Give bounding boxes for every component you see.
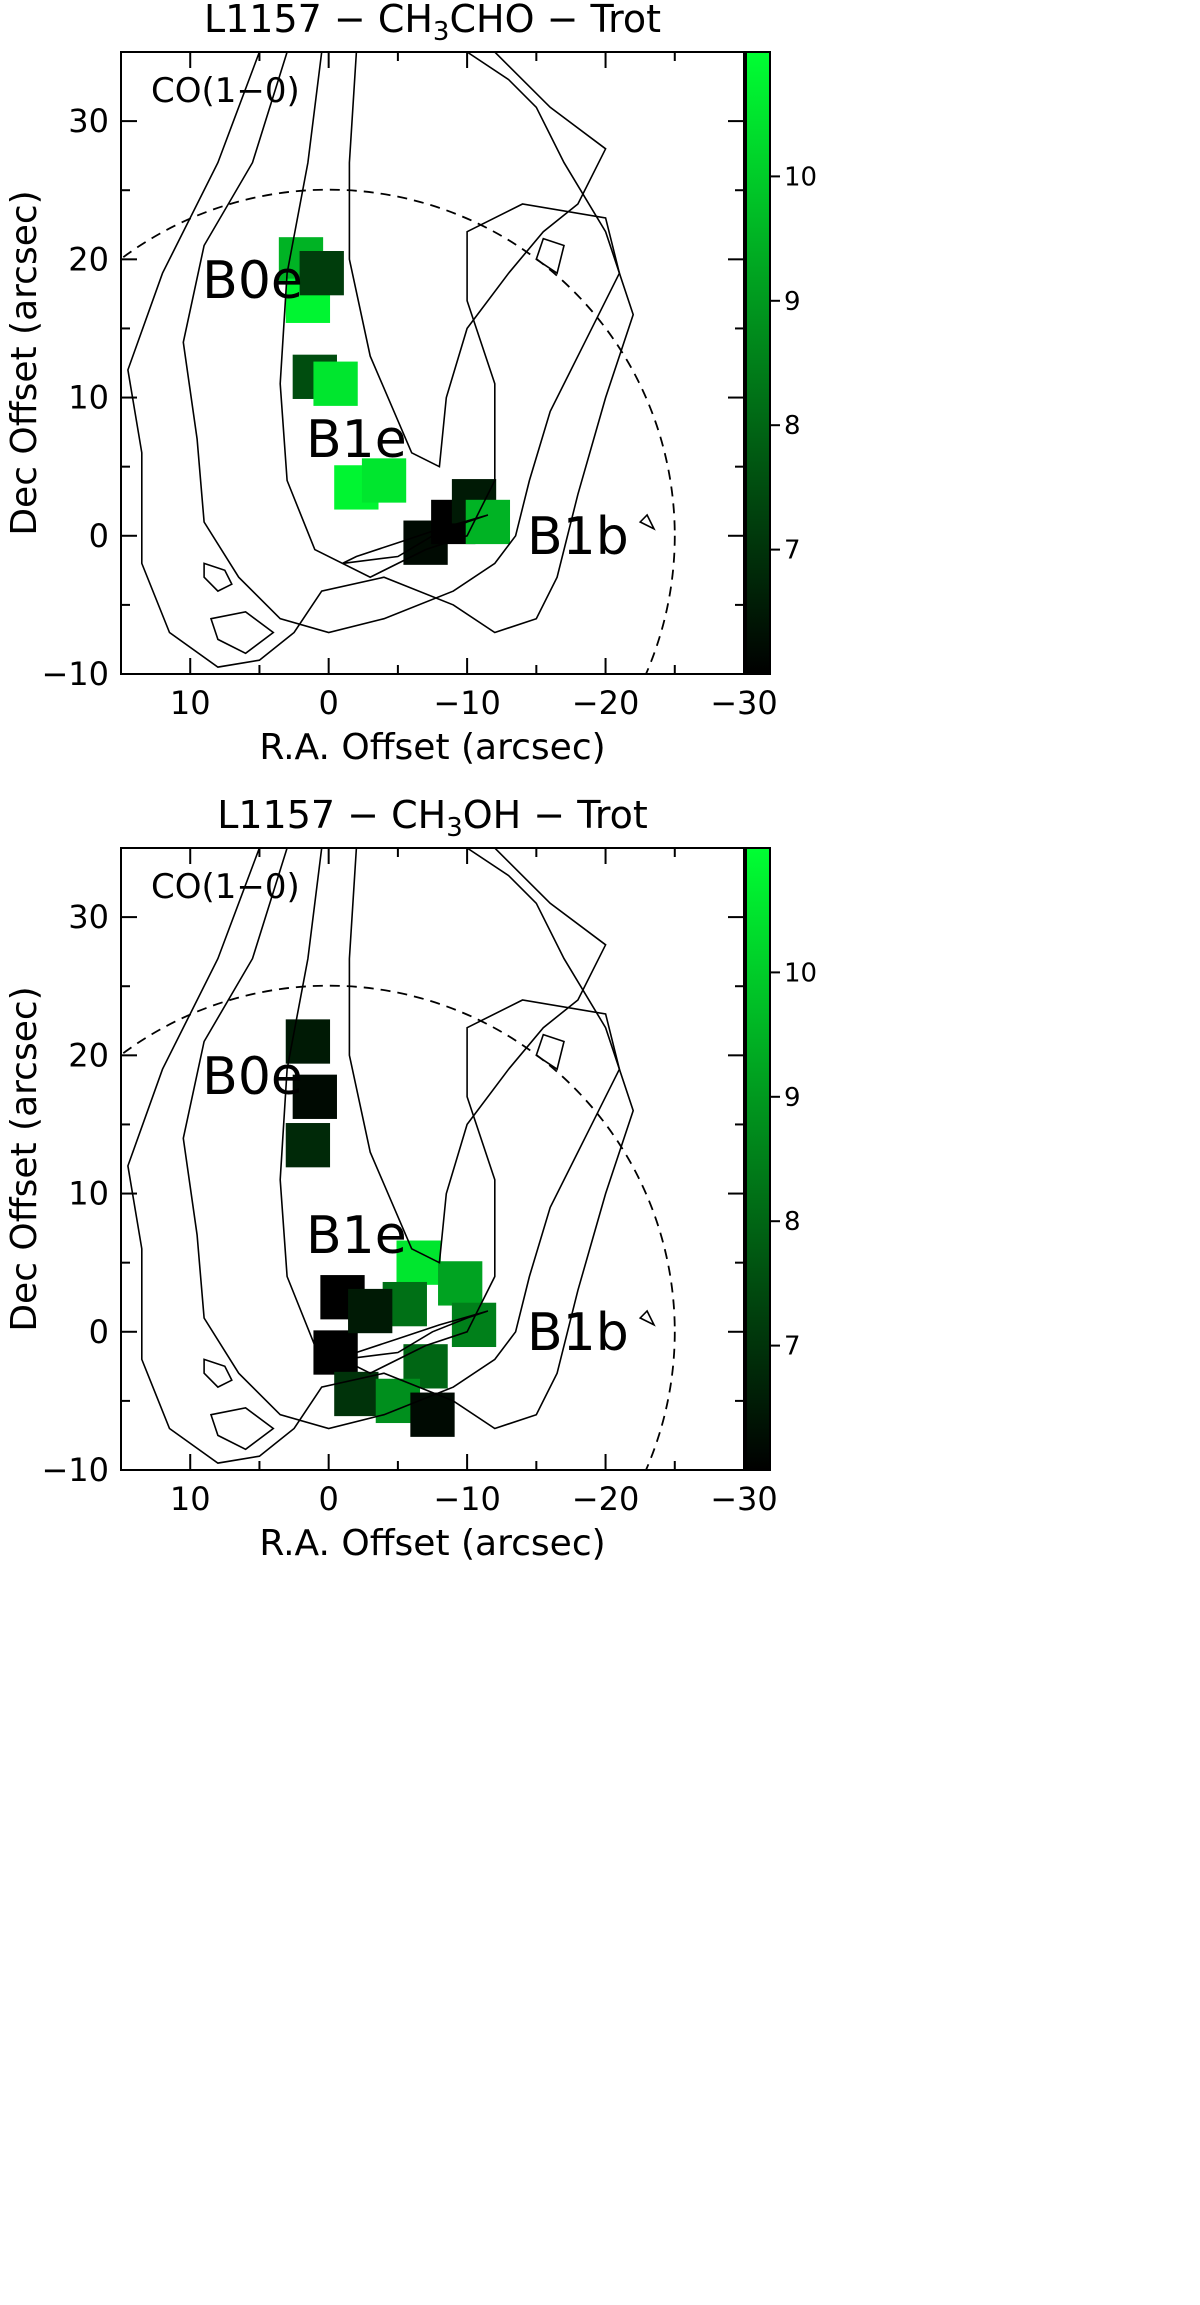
y-tick-label: 0 bbox=[89, 1313, 109, 1351]
x-tick-label: 10 bbox=[170, 684, 211, 722]
emission-pixel-7 bbox=[396, 1240, 441, 1285]
co-contour-6 bbox=[209, 610, 275, 655]
tick-marks bbox=[120, 847, 745, 1471]
trot-emission bbox=[278, 237, 511, 565]
co-contour-1 bbox=[127, 52, 635, 668]
y-tick-label: 10 bbox=[68, 1175, 109, 1213]
co-contour-4 bbox=[342, 1310, 489, 1361]
co-tracer-label: CO(1−0) bbox=[151, 867, 300, 907]
co-contour-8 bbox=[638, 1309, 656, 1327]
y-tick-label: 20 bbox=[68, 240, 109, 278]
primary-beam-circle bbox=[121, 188, 676, 674]
x-tick-label: −30 bbox=[710, 1480, 778, 1518]
x-tick-label: 0 bbox=[318, 1480, 338, 1518]
colorbar bbox=[745, 847, 771, 1471]
colorbar-tick-label: 9 bbox=[784, 287, 801, 317]
region-label-b0e: B0e bbox=[202, 251, 303, 311]
region-label-b1b: B1b bbox=[527, 1303, 629, 1363]
y-tick-label: −10 bbox=[41, 1451, 109, 1489]
colorbar-tick-label: 10 bbox=[784, 958, 817, 988]
x-tick-label: 0 bbox=[318, 684, 338, 722]
co-contour-8 bbox=[638, 513, 656, 531]
colorbar-tick-label: 9 bbox=[784, 1083, 801, 1113]
tick-marks bbox=[120, 51, 745, 675]
y-tick-label: 0 bbox=[89, 517, 109, 555]
co-contour-7 bbox=[535, 237, 565, 275]
chart-panel-2: 10 0 −10 −20 −30 −10 0 10 20 30 L1157 − CH3OH − Tr… bbox=[4, 793, 817, 1564]
y-tick-label: 20 bbox=[68, 1036, 109, 1074]
emission-pixel-5 bbox=[313, 1330, 358, 1375]
emission-pixel-6 bbox=[334, 1371, 379, 1417]
colorbar-tick-label: 7 bbox=[784, 536, 801, 566]
co-contour-2 bbox=[182, 52, 621, 634]
co-contour-2 bbox=[182, 848, 621, 1430]
co-contour-3 bbox=[348, 52, 607, 468]
x-tick-label: 10 bbox=[170, 1480, 211, 1518]
emission-pixel-13 bbox=[410, 1392, 455, 1437]
emission-pixel-3 bbox=[285, 1123, 331, 1168]
chart-title: L1157 − CH3CHO − Trot bbox=[204, 0, 661, 47]
emission-pixel-8 bbox=[438, 1261, 483, 1306]
co-contour-5 bbox=[203, 1358, 233, 1389]
region-label-b1b: B1b bbox=[527, 507, 629, 567]
chart-panel-1: 10 0 −10 −20 −30 −10 0 10 20 30 L1157 − CH3CHO − T… bbox=[4, 0, 817, 768]
plot-frame bbox=[120, 847, 745, 1471]
colorbar-tick-label: 8 bbox=[784, 411, 801, 441]
co-contour-6 bbox=[209, 1406, 275, 1451]
co-contour-5 bbox=[203, 562, 233, 593]
emission-pixel-2 bbox=[292, 1074, 337, 1119]
emission-pixel-14 bbox=[348, 1288, 393, 1334]
primary-beam-circle bbox=[121, 984, 676, 1470]
emission-pixel-3 bbox=[299, 251, 344, 296]
co-contours bbox=[127, 52, 656, 668]
y-tick-label: 30 bbox=[68, 898, 109, 936]
x-tick-label: −30 bbox=[710, 684, 778, 722]
plot-frame bbox=[120, 51, 745, 675]
emission-pixel-1 bbox=[285, 1019, 331, 1064]
region-label-b1e: B1e bbox=[306, 410, 407, 470]
co-tracer-label: CO(1−0) bbox=[151, 71, 300, 111]
chart-title: L1157 − CH3OH − Trot bbox=[217, 793, 648, 843]
co-contours bbox=[127, 848, 656, 1464]
colorbar-tick-label: 8 bbox=[784, 1207, 801, 1237]
emission-pixel-7 bbox=[361, 458, 407, 503]
x-axis-label: R.A. Offset (arcsec) bbox=[259, 1523, 605, 1564]
y-axis-label: Dec Offset (arcsec) bbox=[4, 190, 45, 535]
x-tick-label: −10 bbox=[433, 684, 501, 722]
emission-pixel-11 bbox=[465, 499, 511, 545]
x-tick-label: −20 bbox=[572, 684, 640, 722]
region-label-b1e: B1e bbox=[306, 1206, 407, 1266]
co-contour-1 bbox=[127, 848, 635, 1464]
y-tick-label: −10 bbox=[41, 655, 109, 693]
y-axis-label: Dec Offset (arcsec) bbox=[4, 986, 45, 1331]
colorbar-tick-label: 7 bbox=[784, 1332, 801, 1362]
region-label-b0e: B0e bbox=[202, 1047, 303, 1107]
co-contour-7 bbox=[535, 1033, 565, 1071]
emission-pixel-9 bbox=[451, 1302, 497, 1348]
colorbar-tick-label: 10 bbox=[784, 162, 817, 192]
co-contour-4 bbox=[342, 514, 489, 565]
x-axis-label: R.A. Offset (arcsec) bbox=[259, 727, 605, 768]
y-tick-label: 30 bbox=[68, 102, 109, 140]
x-tick-label: −10 bbox=[433, 1480, 501, 1518]
y-tick-label: 10 bbox=[68, 379, 109, 417]
emission-pixel-5 bbox=[313, 361, 358, 406]
x-tick-label: −20 bbox=[572, 1480, 640, 1518]
colorbar bbox=[745, 51, 771, 675]
co-contour-3 bbox=[348, 848, 607, 1264]
